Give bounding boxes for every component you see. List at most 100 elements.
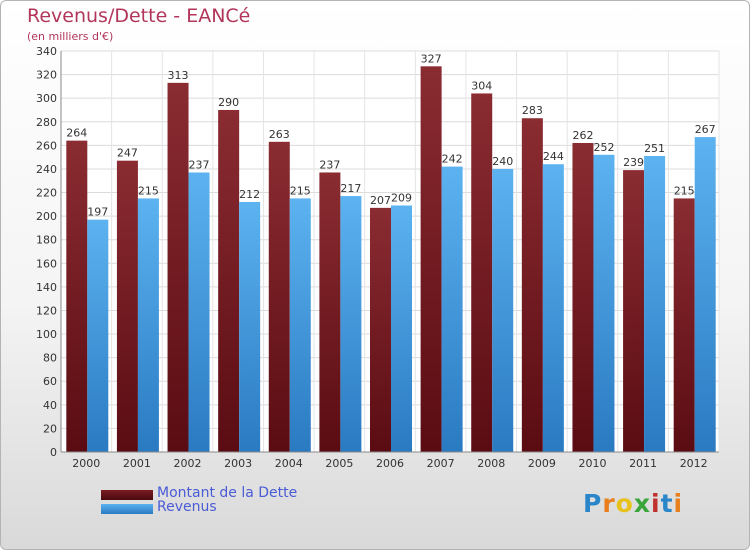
x-tick-label: 2005: [325, 457, 353, 470]
y-tick-label: 300: [36, 92, 57, 105]
bar-dette: [420, 66, 442, 453]
y-tick-label: 60: [43, 375, 57, 388]
data-label: 239: [623, 156, 644, 169]
chart-subtitle: (en milliers d'€): [27, 30, 114, 43]
data-label: 290: [218, 96, 239, 109]
bar-revenus: [289, 198, 311, 452]
data-label: 209: [391, 192, 412, 205]
x-tick-label: 2003: [224, 457, 252, 470]
bar-revenus: [239, 201, 261, 452]
bar-dette: [673, 198, 695, 452]
x-tick-label: 2012: [680, 457, 708, 470]
bar-revenus: [694, 137, 716, 453]
data-label: 252: [593, 141, 614, 154]
data-label: 247: [117, 147, 138, 160]
x-tick-label: 2007: [427, 457, 455, 470]
bar-dette: [572, 142, 594, 452]
data-label: 304: [471, 79, 492, 92]
bar-dette: [66, 140, 88, 452]
data-label: 237: [319, 158, 340, 171]
data-label: 263: [269, 128, 290, 141]
data-label: 251: [644, 142, 665, 155]
data-label: 267: [695, 123, 716, 136]
logo-letter: i: [673, 489, 684, 518]
legend-label-revenus: Revenus: [157, 499, 217, 515]
y-tick-label: 80: [43, 352, 57, 365]
logo-letter: t: [660, 489, 674, 518]
proxiti-logo: Proxiti: [583, 489, 683, 518]
data-label: 207: [370, 194, 391, 207]
bar-dette: [471, 93, 493, 452]
bar-revenus: [137, 198, 159, 452]
logo-letter: r: [602, 489, 616, 518]
bars: [66, 66, 716, 453]
data-label: 264: [66, 127, 87, 140]
logo-letter: P: [583, 489, 603, 518]
dark-red-bar-swatch-icon: [101, 490, 153, 500]
data-label: 215: [290, 184, 311, 197]
y-tick-label: 240: [36, 163, 57, 176]
data-label: 313: [168, 69, 189, 82]
bar-dette: [167, 82, 189, 452]
data-label: 244: [543, 150, 564, 163]
logo-letter: i: [651, 489, 661, 518]
bar-revenus: [492, 168, 514, 453]
y-tick-label: 280: [36, 116, 57, 129]
x-tick-label: 2000: [72, 457, 100, 470]
data-label: 215: [138, 184, 159, 197]
axes: 0 20 40 60 80 100 120 140 160 180 200 220 240 260 280 3…: [36, 45, 719, 470]
y-tick-label: 140: [36, 281, 57, 294]
y-tick-label: 100: [36, 328, 57, 341]
bar-dette: [116, 160, 138, 452]
y-tick-label: 180: [36, 234, 57, 247]
data-label: 197: [87, 206, 108, 219]
bar-dette: [268, 141, 290, 453]
data-label: 240: [492, 155, 513, 168]
data-label: 262: [572, 129, 593, 142]
logo-letter: o: [615, 489, 634, 518]
x-tick-label: 2001: [123, 457, 151, 470]
bar-dette: [218, 109, 240, 453]
y-tick-label: 20: [43, 422, 57, 435]
y-tick-label: 0: [50, 446, 57, 459]
data-label: 212: [239, 188, 260, 201]
x-tick-label: 2010: [578, 457, 606, 470]
chart-title: Revenus/Dette - EANCé: [27, 5, 251, 27]
x-tick-label: 2004: [275, 457, 303, 470]
y-tick-label: 340: [36, 45, 57, 58]
data-label: 237: [189, 158, 210, 171]
y-tick-label: 220: [36, 187, 57, 200]
y-tick-label: 120: [36, 304, 57, 317]
x-tick-label: 2011: [629, 457, 657, 470]
bar-revenus: [391, 205, 412, 452]
logo-letter: x: [633, 489, 651, 518]
x-tick-label: 2006: [376, 457, 404, 470]
x-tick-label: 2002: [174, 457, 202, 470]
bar-revenus: [340, 196, 362, 452]
bar-dette: [623, 170, 645, 452]
bar-revenus: [87, 219, 109, 452]
x-tick-label: 2008: [477, 457, 505, 470]
bar-revenus: [644, 155, 666, 452]
data-label: 217: [340, 182, 361, 195]
bar-revenus: [542, 164, 564, 453]
data-label: 283: [522, 104, 543, 117]
y-tick-label: 320: [36, 69, 57, 82]
data-label: 242: [442, 153, 463, 166]
data-label: 327: [421, 52, 442, 65]
bar-dette: [319, 172, 341, 452]
bar-dette: [370, 207, 391, 452]
bar-dette: [521, 118, 543, 452]
bar-revenus: [188, 172, 210, 452]
y-tick-label: 260: [36, 139, 57, 152]
legend-label-dette: Montant de la Dette: [157, 485, 298, 501]
bar-revenus: [441, 166, 463, 453]
y-tick-label: 160: [36, 257, 57, 270]
data-label: 215: [674, 184, 695, 197]
y-tick-label: 200: [36, 210, 57, 223]
x-tick-label: 2009: [528, 457, 556, 470]
bar-revenus: [593, 154, 615, 452]
y-tick-label: 40: [43, 399, 57, 412]
